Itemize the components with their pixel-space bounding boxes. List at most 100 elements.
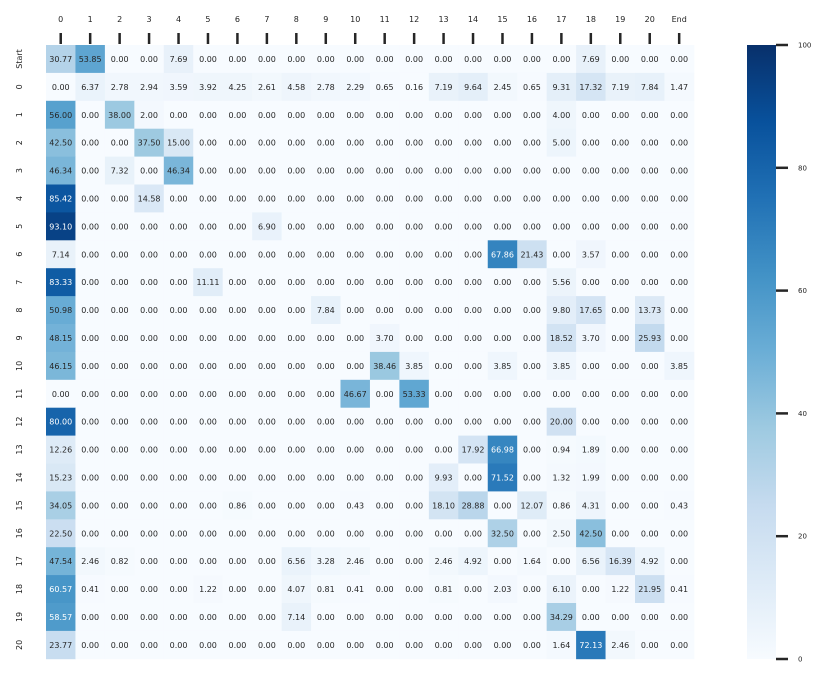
heatmap-cell [252, 379, 282, 409]
cell-value-label: 0.00 [140, 55, 158, 64]
heatmap-cell [517, 519, 548, 548]
cell-value-label: 2.45 [494, 83, 512, 92]
cell-value-label: 0.00 [346, 613, 364, 622]
heatmap-cell [46, 519, 76, 548]
heatmap-cell [399, 407, 430, 436]
cell-value-label: 0.00 [199, 334, 217, 343]
cell-value-label: 0.00 [611, 473, 629, 482]
heatmap-cell [517, 379, 548, 409]
cell-value-label: 18.10 [432, 501, 455, 510]
cell-value-label: 0.00 [140, 222, 158, 231]
y-tick-label: 14 [15, 472, 24, 482]
colorbar-tick-label: 60 [798, 287, 807, 295]
heatmap-cell [311, 491, 341, 520]
heatmap-cell [193, 100, 224, 130]
heatmap-cell [134, 240, 165, 269]
cell-value-label: 0.00 [229, 139, 247, 148]
heatmap-cell [163, 491, 194, 520]
x-tick-label: 5 [205, 15, 210, 24]
cell-value-label: 0.00 [170, 278, 188, 287]
heatmap-cell [458, 603, 489, 632]
heatmap-cell [222, 435, 253, 464]
heatmap-cell [635, 379, 665, 409]
cell-value-label: 1.22 [611, 585, 629, 594]
heatmap-cell [134, 463, 165, 492]
heatmap-cell [193, 45, 224, 74]
cell-value-label: 0.00 [611, 139, 629, 148]
cell-value-label: 0.00 [229, 111, 247, 120]
cell-value-label: 0.00 [552, 390, 570, 399]
heatmap-cell [576, 100, 606, 130]
cell-value-label: 0.00 [435, 278, 453, 287]
cell-value-label: 0.00 [464, 334, 482, 343]
cell-value-label: 93.10 [49, 222, 72, 231]
heatmap-cell [428, 184, 459, 213]
cell-value-label: 0.00 [435, 167, 453, 176]
heatmap-cell [340, 240, 371, 269]
cell-value-label: 0.00 [523, 418, 541, 427]
colorbar-tick-label: 0 [798, 656, 802, 664]
cell-value-label: 0.00 [140, 613, 158, 622]
cell-value-label: 0.00 [170, 529, 188, 538]
cell-value-label: 0.00 [464, 641, 482, 650]
cell-value-label: 4.92 [464, 557, 482, 566]
cell-value-label: 30.77 [49, 55, 72, 64]
heatmap-cell [399, 240, 430, 269]
cell-value-label: 0.00 [199, 446, 217, 455]
heatmap-cell [428, 519, 459, 548]
heatmap-cell [222, 212, 253, 241]
heatmap-cell [369, 463, 400, 492]
cell-value-label: 0.00 [405, 167, 423, 176]
heatmap-cell [311, 407, 341, 436]
heatmap-cell [664, 240, 695, 269]
cell-value-label: 0.00 [641, 250, 659, 259]
cell-value-label: 25.93 [638, 334, 661, 343]
cell-value-label: 0.86 [229, 501, 247, 510]
cell-value-label: 1.47 [670, 83, 688, 92]
heatmap-cell [222, 324, 253, 353]
cell-value-label: 42.50 [579, 529, 602, 538]
cell-value-label: 0.00 [111, 194, 129, 203]
cell-value-label: 42.50 [49, 139, 72, 148]
heatmap-cell [46, 603, 76, 632]
heatmap-cell [46, 379, 76, 409]
heatmap-cell [75, 351, 106, 381]
cell-value-label: 0.00 [641, 446, 659, 455]
cell-value-label: 0.00 [317, 613, 335, 622]
heatmap-cell [46, 547, 76, 576]
heatmap-cell [193, 184, 224, 213]
cell-value-label: 0.00 [170, 641, 188, 650]
heatmap-cell [252, 184, 282, 213]
heatmap-cell [487, 100, 518, 130]
heatmap-cell [428, 351, 459, 381]
heatmap-cell [163, 407, 194, 436]
cell-value-label: 0.00 [346, 334, 364, 343]
cell-value-label: 0.00 [317, 390, 335, 399]
heatmap-cell [399, 435, 430, 464]
cell-value-label: 0.00 [435, 194, 453, 203]
heatmap-cell [281, 240, 312, 269]
x-tick-label: 2 [117, 15, 122, 24]
heatmap-cell [369, 72, 400, 102]
heatmap-cell [281, 435, 312, 464]
heatmap-cell [399, 100, 430, 130]
heatmap-cell [605, 603, 636, 632]
cell-value-label: 0.00 [405, 222, 423, 231]
heatmap-cell [576, 45, 606, 74]
heatmap-cell [104, 575, 135, 604]
heatmap-cell [222, 491, 253, 520]
heatmap-cell [222, 268, 253, 297]
heatmap-cell [75, 268, 106, 297]
cell-value-label: 0.00 [258, 362, 276, 371]
heatmap-cell [311, 324, 341, 353]
cell-value-label: 0.00 [376, 111, 394, 120]
heatmap-cell [517, 184, 548, 213]
cell-value-label: 3.57 [582, 250, 600, 259]
heatmap-cell [605, 575, 636, 604]
cell-value-label: 0.00 [405, 306, 423, 315]
heatmap-cell [664, 100, 695, 130]
heatmap-cell [46, 463, 76, 492]
cell-value-label: 0.00 [140, 334, 158, 343]
cell-value-label: 0.00 [464, 278, 482, 287]
heatmap-cell [104, 379, 135, 409]
